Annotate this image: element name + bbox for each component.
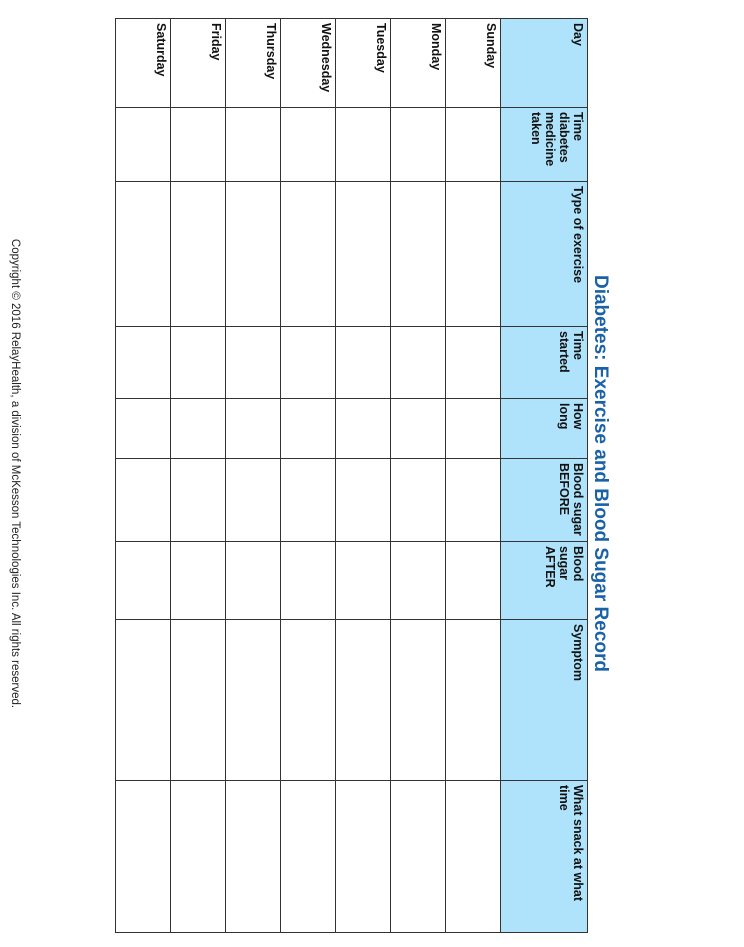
entry-cell[interactable] — [335, 780, 391, 933]
entry-cell[interactable] — [280, 107, 336, 182]
table-row: Sunday — [445, 18, 501, 933]
entry-cell[interactable] — [115, 326, 171, 399]
entry-cell[interactable] — [280, 458, 336, 542]
entry-cell[interactable] — [390, 780, 446, 933]
entry-cell[interactable] — [225, 107, 281, 182]
entry-cell[interactable] — [115, 458, 171, 542]
entry-cell[interactable] — [335, 458, 391, 542]
entry-cell[interactable] — [115, 181, 171, 327]
day-label: Sunday — [445, 18, 501, 108]
column-header-time-started: Time started — [500, 326, 588, 399]
entry-cell[interactable] — [170, 780, 226, 933]
day-label: Wednesday — [280, 18, 336, 108]
entry-cell[interactable] — [445, 541, 501, 620]
entry-cell[interactable] — [225, 398, 281, 459]
entry-cell[interactable] — [280, 780, 336, 933]
entry-cell[interactable] — [115, 398, 171, 459]
day-label: Saturday — [115, 18, 171, 108]
column-header-medicine-time: Time diabetes medicine taken — [500, 107, 588, 182]
entry-cell[interactable] — [170, 398, 226, 459]
entry-cell[interactable] — [390, 326, 446, 399]
entry-cell[interactable] — [280, 619, 336, 781]
entry-cell[interactable] — [225, 780, 281, 933]
entry-cell[interactable] — [170, 326, 226, 399]
entry-cell[interactable] — [170, 541, 226, 620]
column-header-how-long: How long — [500, 398, 588, 459]
entry-cell[interactable] — [170, 458, 226, 542]
record-table: Day Time diabetes medicine taken Type of… — [115, 18, 588, 933]
day-label: Thursday — [225, 18, 281, 108]
entry-cell[interactable] — [280, 541, 336, 620]
entry-cell[interactable] — [280, 181, 336, 327]
column-header-day: Day — [500, 18, 588, 108]
entry-cell[interactable] — [335, 326, 391, 399]
entry-cell[interactable] — [390, 181, 446, 327]
entry-cell[interactable] — [390, 107, 446, 182]
entry-cell[interactable] — [225, 181, 281, 327]
table-row: Saturday — [115, 18, 171, 933]
table-row: Monday — [390, 18, 446, 933]
entry-cell[interactable] — [445, 619, 501, 781]
entry-cell[interactable] — [390, 458, 446, 542]
entry-cell[interactable] — [115, 619, 171, 781]
entry-cell[interactable] — [115, 541, 171, 620]
entry-cell[interactable] — [335, 398, 391, 459]
table-row: Tuesday — [335, 18, 391, 933]
entry-cell[interactable] — [225, 326, 281, 399]
entry-cell[interactable] — [445, 780, 501, 933]
column-header-snack-time: What snack at what time — [500, 780, 588, 933]
entry-cell[interactable] — [390, 541, 446, 620]
entry-cell[interactable] — [335, 181, 391, 327]
table-row: Thursday — [225, 18, 281, 933]
entry-cell[interactable] — [390, 398, 446, 459]
entry-cell[interactable] — [225, 458, 281, 542]
entry-cell[interactable] — [445, 326, 501, 399]
entry-cell[interactable] — [445, 398, 501, 459]
copyright-footer: Copyright © 2016 RelayHealth, a division… — [9, 238, 21, 709]
column-header-exercise-type: Type of exercise — [500, 181, 588, 327]
header-row: Day Time diabetes medicine taken Type of… — [500, 18, 588, 933]
day-label: Friday — [170, 18, 226, 108]
entry-cell[interactable] — [280, 326, 336, 399]
entry-cell[interactable] — [280, 398, 336, 459]
entry-cell[interactable] — [445, 181, 501, 327]
page-title: Diabetes: Exercise and Blood Sugar Recor… — [590, 274, 611, 672]
entry-cell[interactable] — [115, 780, 171, 933]
entry-cell[interactable] — [335, 107, 391, 182]
entry-cell[interactable] — [225, 619, 281, 781]
entry-cell[interactable] — [445, 107, 501, 182]
entry-cell[interactable] — [115, 107, 171, 182]
column-header-blood-sugar-after: Blood sugar AFTER — [500, 541, 588, 620]
table-row: Wednesday — [280, 18, 336, 933]
entry-cell[interactable] — [170, 619, 226, 781]
column-header-blood-sugar-before: Blood sugar BEFORE — [500, 458, 588, 542]
entry-cell[interactable] — [170, 181, 226, 327]
entry-cell[interactable] — [445, 458, 501, 542]
column-header-symptom: Symptom — [500, 619, 588, 781]
entry-cell[interactable] — [390, 619, 446, 781]
entry-cell[interactable] — [335, 619, 391, 781]
day-label: Tuesday — [335, 18, 391, 108]
table-row: Friday — [170, 18, 226, 933]
day-label: Monday — [390, 18, 446, 108]
entry-cell[interactable] — [225, 541, 281, 620]
entry-cell[interactable] — [170, 107, 226, 182]
entry-cell[interactable] — [335, 541, 391, 620]
